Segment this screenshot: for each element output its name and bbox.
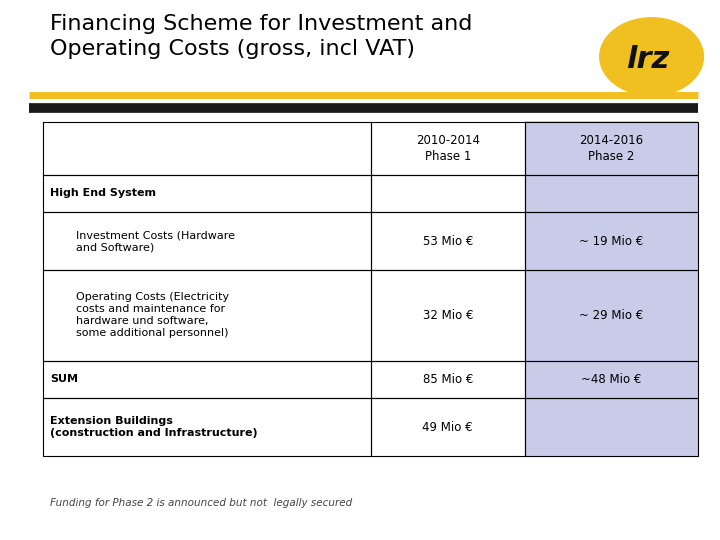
Text: 85 Mio €: 85 Mio € xyxy=(423,373,473,386)
Text: Operating Costs (Electricity
costs and maintenance for
hardware und software,
so: Operating Costs (Electricity costs and m… xyxy=(76,293,229,339)
Bar xyxy=(43,271,371,361)
Text: Funding for Phase 2 is announced but not  legally secured: Funding for Phase 2 is announced but not… xyxy=(50,497,353,508)
Text: 2014-2016
Phase 2: 2014-2016 Phase 2 xyxy=(580,133,644,163)
Bar xyxy=(371,122,525,174)
Text: 53 Mio €: 53 Mio € xyxy=(423,234,473,247)
Circle shape xyxy=(600,18,703,96)
Text: ~48 Mio €: ~48 Mio € xyxy=(581,373,642,386)
Text: lrz: lrz xyxy=(626,45,670,74)
Text: Investment Costs (Hardware
and Software): Investment Costs (Hardware and Software) xyxy=(76,230,235,252)
Text: ~ 29 Mio €: ~ 29 Mio € xyxy=(580,309,644,322)
Bar xyxy=(43,122,371,174)
Bar xyxy=(371,361,525,398)
Bar xyxy=(371,212,525,271)
Bar xyxy=(43,361,371,398)
Text: Extension Buildings
(construction and Infrastructure): Extension Buildings (construction and In… xyxy=(50,416,258,438)
Text: 2010-2014
Phase 1: 2010-2014 Phase 1 xyxy=(415,133,480,163)
Bar xyxy=(525,361,698,398)
Text: Financing Scheme for Investment and
Operating Costs (gross, incl VAT): Financing Scheme for Investment and Oper… xyxy=(50,14,473,59)
Bar xyxy=(525,122,698,174)
Bar xyxy=(525,271,698,361)
Text: 49 Mio €: 49 Mio € xyxy=(423,421,473,434)
Bar xyxy=(525,212,698,271)
Bar xyxy=(525,174,698,212)
Bar xyxy=(371,271,525,361)
Text: SUM: SUM xyxy=(50,374,78,384)
Bar xyxy=(525,398,698,456)
Bar xyxy=(371,174,525,212)
Text: 32 Mio €: 32 Mio € xyxy=(423,309,473,322)
Bar xyxy=(43,174,371,212)
Text: ~ 19 Mio €: ~ 19 Mio € xyxy=(580,234,644,247)
Text: High End System: High End System xyxy=(50,188,156,198)
Bar xyxy=(371,398,525,456)
Bar xyxy=(43,212,371,271)
Bar xyxy=(43,398,371,456)
